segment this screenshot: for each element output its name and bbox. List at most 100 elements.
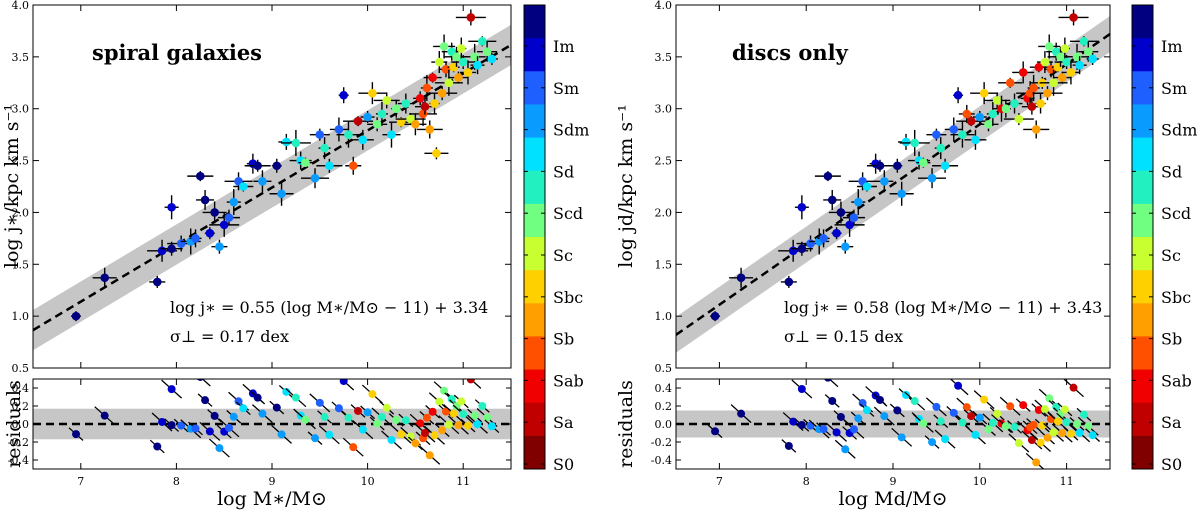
- residual-point: [387, 435, 396, 444]
- data-point: [353, 116, 363, 126]
- residual-point: [463, 421, 472, 430]
- residual-point: [737, 409, 746, 418]
- residual-point: [1073, 419, 1082, 428]
- data-point: [466, 13, 476, 22]
- residual-point: [438, 426, 447, 435]
- residual-point: [153, 442, 162, 451]
- data-point: [368, 88, 377, 98]
- residual-point: [239, 404, 248, 413]
- residual-point: [459, 410, 468, 419]
- data-point: [401, 99, 411, 108]
- data-point: [853, 197, 863, 207]
- residual-point: [363, 408, 372, 417]
- data-point: [1010, 99, 1019, 108]
- left-x-axis-label: log M∗/M⊙: [217, 488, 327, 510]
- residual-point: [420, 429, 429, 437]
- residual-point: [993, 409, 1002, 418]
- residual-point: [229, 412, 238, 421]
- data-point: [344, 130, 353, 139]
- y-tick-label: 3.0: [12, 103, 30, 116]
- residual-point: [72, 430, 81, 439]
- right-colorbar-frame: [1131, 4, 1154, 470]
- residual-point: [1019, 401, 1028, 410]
- data-point: [971, 135, 980, 145]
- data-point: [339, 90, 349, 100]
- colorbar-label: Sdm: [553, 121, 589, 140]
- residual-point: [1001, 422, 1010, 431]
- residual-point: [301, 415, 310, 424]
- residual-point: [354, 406, 363, 415]
- data-point: [478, 37, 487, 46]
- residual-point: [875, 395, 884, 404]
- residual-point: [377, 413, 386, 422]
- residual-point: [435, 397, 444, 406]
- right-residual-label: residuals: [615, 380, 637, 468]
- residual-point: [984, 425, 993, 434]
- residual-point: [167, 421, 176, 430]
- residual-point: [205, 427, 214, 436]
- data-point: [377, 109, 387, 119]
- data-point: [966, 116, 976, 126]
- residual-point: [1034, 405, 1043, 414]
- residual-point: [1043, 433, 1052, 442]
- data-point: [1079, 37, 1089, 46]
- residual-point: [1066, 429, 1075, 438]
- colorbar-segment: [524, 402, 545, 437]
- residual-point: [253, 393, 262, 402]
- data-point: [893, 161, 902, 171]
- residual-point: [272, 403, 281, 412]
- data-point: [1040, 57, 1050, 67]
- residual-point: [416, 419, 425, 428]
- left-residual-label: residuals: [3, 380, 25, 468]
- data-point: [391, 104, 401, 114]
- right-title: discs only: [732, 40, 849, 65]
- y-tick-label: 2.0: [12, 206, 30, 219]
- residual-point: [988, 418, 997, 427]
- x-tick-label: 10: [361, 475, 375, 488]
- data-point: [953, 90, 963, 100]
- data-point: [432, 149, 441, 158]
- data-point: [456, 44, 466, 53]
- colorbar-label: S0: [1161, 455, 1182, 474]
- colorbar-label: Sa: [553, 413, 574, 432]
- data-point: [797, 244, 807, 254]
- colorbar-label: Sbc: [553, 288, 583, 307]
- left-fit-label: log j∗ = 0.55 (log M∗/M⊙ − 11) + 3.34: [170, 298, 488, 317]
- residual-point: [473, 420, 482, 429]
- residual-point: [1006, 402, 1015, 411]
- right-residual-plot: 0.4 0.2 0.0 -0.2 -0.4 7 8 9 10 11 residuals log M…: [615, 378, 1111, 510]
- colorbar-segment: [524, 5, 545, 39]
- residual-point: [430, 431, 439, 440]
- residual-point: [1029, 420, 1038, 429]
- data-point: [862, 182, 872, 191]
- residual-point: [311, 434, 320, 443]
- colorbar-label: Sm: [553, 79, 579, 98]
- residual-point: [824, 379, 832, 382]
- residual-point: [849, 425, 858, 434]
- data-point: [1057, 73, 1067, 82]
- residual-point: [325, 430, 334, 439]
- data-point: [932, 130, 941, 139]
- colorbar-segment: [524, 170, 545, 205]
- data-point: [239, 182, 248, 191]
- data-point: [435, 57, 444, 67]
- colorbar-segment: [1132, 402, 1153, 437]
- colorbar-segment: [1132, 369, 1153, 404]
- residual-point: [893, 406, 902, 415]
- residual-point: [962, 403, 971, 412]
- data-point: [422, 83, 432, 93]
- residual-point: [234, 397, 243, 406]
- data-point: [827, 195, 837, 205]
- data-point: [219, 220, 229, 230]
- data-point: [975, 112, 985, 122]
- data-point: [470, 52, 479, 62]
- residual-point: [832, 428, 841, 437]
- residual-point: [397, 430, 406, 439]
- data-point: [205, 228, 215, 238]
- colorbar-segment: [524, 270, 545, 304]
- residual-point: [941, 435, 950, 444]
- residual-point: [1049, 428, 1058, 437]
- residual-point: [797, 384, 806, 393]
- colorbar-label: Sab: [1161, 371, 1192, 390]
